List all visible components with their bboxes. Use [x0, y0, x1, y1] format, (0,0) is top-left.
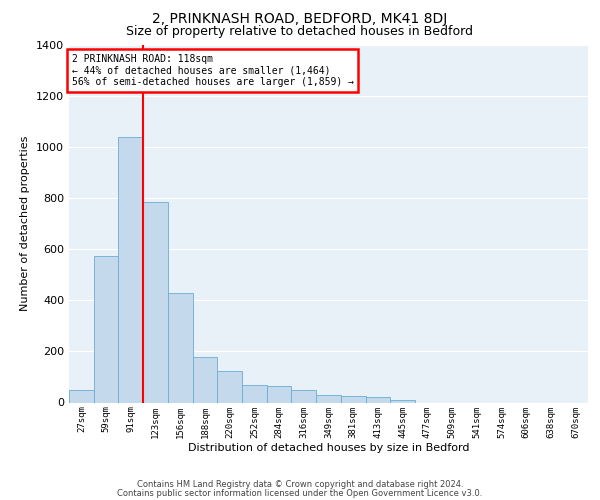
Bar	[143, 202, 168, 402]
Bar	[118, 137, 143, 402]
X-axis label: Distribution of detached houses by size in Bedford: Distribution of detached houses by size …	[188, 443, 469, 453]
Bar	[316, 395, 341, 402]
Y-axis label: Number of detached properties: Number of detached properties	[20, 136, 31, 312]
Bar	[242, 384, 267, 402]
Bar	[193, 356, 217, 403]
Text: Contains HM Land Registry data © Crown copyright and database right 2024.: Contains HM Land Registry data © Crown c…	[137, 480, 463, 489]
Text: Size of property relative to detached houses in Bedford: Size of property relative to detached ho…	[127, 25, 473, 38]
Bar	[292, 390, 316, 402]
Bar	[94, 256, 118, 402]
Bar	[341, 396, 365, 402]
Text: 2 PRINKNASH ROAD: 118sqm
← 44% of detached houses are smaller (1,464)
56% of sem: 2 PRINKNASH ROAD: 118sqm ← 44% of detach…	[71, 54, 353, 87]
Bar	[267, 386, 292, 402]
Bar	[390, 400, 415, 402]
Bar	[69, 390, 94, 402]
Text: Contains public sector information licensed under the Open Government Licence v3: Contains public sector information licen…	[118, 488, 482, 498]
Text: 2, PRINKNASH ROAD, BEDFORD, MK41 8DJ: 2, PRINKNASH ROAD, BEDFORD, MK41 8DJ	[152, 12, 448, 26]
Bar	[365, 398, 390, 402]
Bar	[168, 292, 193, 403]
Bar	[217, 370, 242, 402]
